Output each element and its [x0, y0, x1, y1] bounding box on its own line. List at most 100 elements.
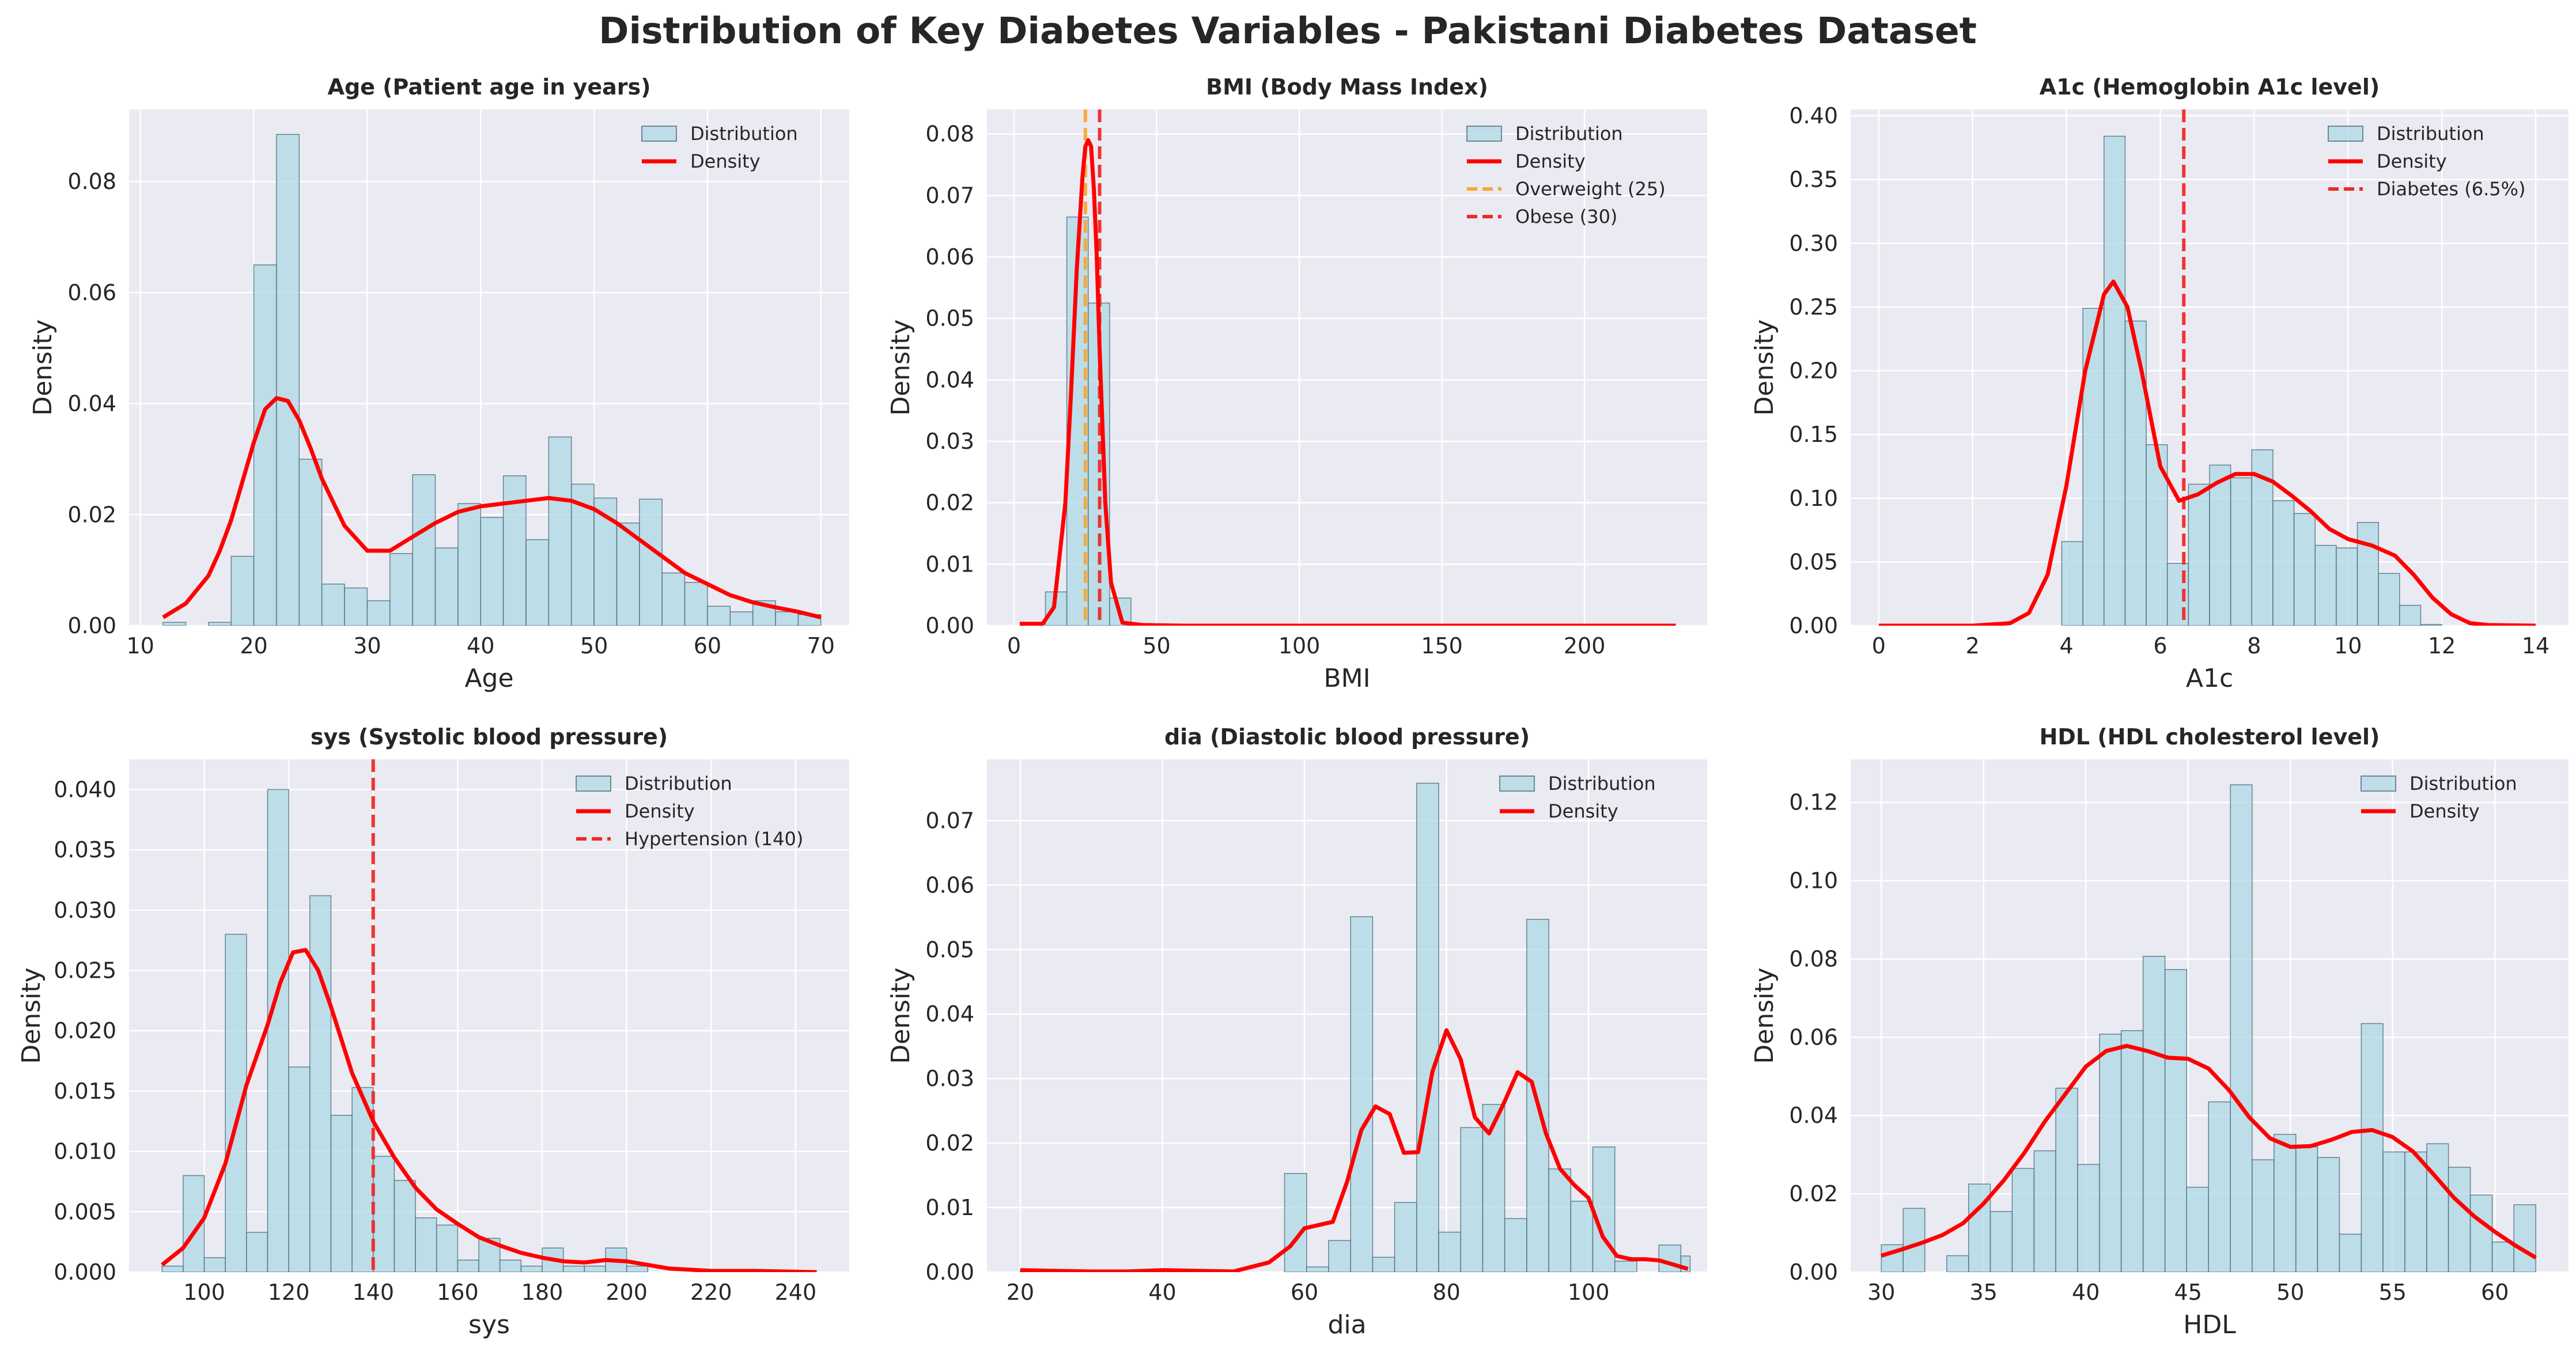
y-tick-label: 0.04	[67, 391, 116, 417]
y-tick-label: 0.03	[925, 429, 974, 454]
figure-title: Distribution of Key Diabetes Variables -…	[599, 10, 1977, 52]
histogram-bar	[344, 587, 368, 626]
legend-label: Distribution	[690, 123, 798, 145]
histogram-bar	[2491, 1241, 2514, 1272]
histogram-bar	[2208, 1101, 2231, 1272]
histogram-bar	[520, 1265, 543, 1272]
legend-swatch	[576, 775, 611, 792]
y-tick-label: 0.02	[1789, 1181, 1838, 1206]
y-axis-label: Density	[28, 319, 58, 415]
legend-item: Density	[576, 800, 695, 822]
x-tick-label: 40	[2072, 1280, 2100, 1305]
histogram-bar	[415, 1217, 437, 1272]
histogram-bar	[2082, 308, 2105, 626]
histogram-bar	[480, 517, 504, 626]
subplot-5: 20 40 60 80 100 0.00 0.01 0.02 0.03 0.04 0.05 0.06 0…	[886, 724, 1707, 1340]
histogram-bar	[230, 555, 255, 626]
legend-item: Distribution	[1466, 123, 1623, 145]
histogram-bar	[562, 1265, 585, 1272]
histogram-bar	[1946, 1255, 1969, 1272]
histogram-bar	[1548, 1168, 1572, 1272]
legend: Distribution Density	[641, 123, 798, 172]
histogram-bar	[2382, 1151, 2405, 1272]
x-tick-label: 0	[1007, 633, 1021, 659]
legend-item: Diabetes (6.5%)	[2328, 178, 2525, 200]
y-tick-label: 0.005	[54, 1199, 116, 1224]
x-tick-label: 180	[521, 1280, 563, 1305]
x-axis-label: Age	[464, 664, 513, 693]
histogram-bar	[2426, 1143, 2449, 1272]
legend-item: Hypertension (140)	[576, 828, 803, 850]
subplot-title: A1c (Hemoglobin A1c level)	[2040, 74, 2380, 100]
y-tick-label: 0.015	[54, 1079, 116, 1104]
legend-item: Density	[2328, 150, 2447, 172]
histogram-bar	[1570, 1201, 1594, 1272]
y-tick-label: 0.02	[67, 502, 116, 527]
x-tick-label: 140	[352, 1280, 394, 1305]
x-tick-label: 50	[2276, 1280, 2304, 1305]
histogram-bar	[1460, 1127, 1484, 1272]
histogram-bar	[457, 1259, 479, 1272]
y-tick-label: 0.15	[1789, 422, 1838, 447]
x-tick-label: 30	[1867, 1280, 1895, 1305]
y-tick-label: 0.00	[925, 1259, 974, 1285]
histogram-bar	[161, 1265, 184, 1272]
histogram-bar	[2361, 1023, 2384, 1272]
x-tick-label: 70	[807, 633, 835, 659]
histogram-bar	[775, 611, 799, 626]
x-tick-label: 10	[2334, 633, 2362, 659]
histogram-bar	[2356, 522, 2379, 626]
histogram-bar	[2252, 1159, 2275, 1272]
legend-label: Density	[625, 800, 695, 822]
histogram-bar	[1372, 1257, 1395, 1272]
y-tick-label: 0.04	[1789, 1103, 1838, 1128]
x-tick-label: 60	[2481, 1280, 2509, 1305]
histogram-bar	[203, 1257, 226, 1272]
y-tick-label: 0.30	[1789, 230, 1838, 256]
y-tick-label: 0.05	[925, 937, 974, 962]
legend-label: Density	[1548, 800, 1618, 822]
histogram-bar	[707, 606, 731, 626]
histogram-bar	[2104, 135, 2126, 626]
legend-item: Density	[1467, 150, 1586, 172]
x-tick-label: 200	[606, 1280, 648, 1305]
histogram-bar	[2209, 464, 2231, 626]
histogram-bar	[2120, 1030, 2144, 1272]
y-tick-label: 0.02	[925, 1130, 974, 1156]
x-tick-label: 20	[240, 633, 267, 659]
histogram-bar	[1989, 1210, 2013, 1272]
histogram-bar	[1416, 782, 1439, 1272]
legend: Distribution Density	[2361, 773, 2517, 822]
histogram-bar	[1526, 918, 1549, 1272]
histogram-bar	[394, 1180, 416, 1272]
plot-area	[129, 759, 849, 1272]
density-curve	[162, 396, 822, 619]
histogram-bar	[1394, 1202, 1417, 1272]
histogram-bar	[457, 503, 481, 626]
legend: Distribution Density Overweight (25) Obese …	[1466, 123, 1666, 228]
y-tick-label: 0.035	[54, 837, 116, 862]
legend-item: Distribution	[641, 123, 798, 145]
y-tick-label: 0.00	[1789, 1259, 1838, 1285]
histogram-bar	[2404, 1151, 2427, 1272]
x-tick-label: 100	[1568, 1280, 1610, 1305]
legend-label: Diabetes (6.5%)	[2377, 178, 2525, 200]
y-tick-label: 0.07	[925, 808, 974, 833]
y-tick-label: 0.25	[1789, 294, 1838, 320]
histogram-bar	[2099, 1034, 2122, 1272]
y-tick-label: 0.01	[925, 1195, 974, 1220]
y-tick-label: 0.05	[925, 306, 974, 331]
histogram-bar	[412, 474, 436, 626]
x-tick-label: 12	[2428, 633, 2456, 659]
density-curve	[161, 948, 817, 1272]
histogram-bar	[298, 459, 323, 626]
x-tick-label: 10	[127, 633, 154, 659]
y-tick-label: 0.10	[1789, 486, 1838, 511]
x-tick-label: 55	[2379, 1280, 2407, 1305]
legend-label: Distribution	[1548, 773, 1656, 794]
histogram-bar	[208, 622, 232, 626]
histogram-bar	[1438, 1231, 1461, 1272]
x-tick-label: 14	[2522, 633, 2549, 659]
subplot-title: dia (Diastolic blood pressure)	[1164, 724, 1530, 750]
